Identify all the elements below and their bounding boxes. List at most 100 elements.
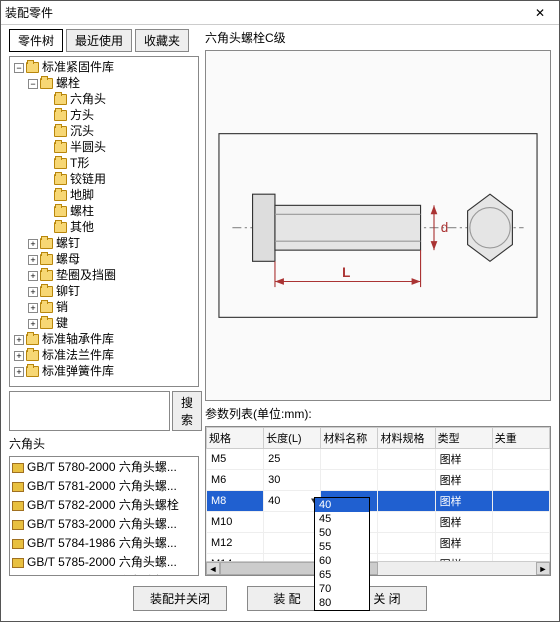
tree-node[interactable]: 键 [56,316,68,330]
tree-node[interactable]: 方头 [70,108,94,122]
tree-node[interactable]: 标准弹簧件库 [42,364,114,378]
params-table-container: 规格长度(L)材料名称材料规格类型关重 M525图样M630图样M840图样M1… [205,426,551,576]
column-header[interactable]: 长度(L) [264,428,321,449]
tree-node[interactable]: 螺钉 [56,236,80,250]
tree-node[interactable]: 垫圈及挡圈 [56,268,116,282]
expand-icon[interactable]: + [28,271,38,281]
bolt-diagram: d L [210,55,546,396]
tree-node[interactable]: 六角头 [70,92,106,106]
bolt-icon [12,463,24,473]
folder-icon [26,350,39,361]
search-button[interactable]: 搜索 [172,391,202,431]
params-title: 参数列表(单位:mm): [205,405,551,422]
preview-title: 六角头螺栓C级 [205,29,551,46]
folder-icon [26,366,39,377]
column-header[interactable]: 类型 [435,428,492,449]
folder-icon [54,110,67,121]
dropdown-option[interactable]: 65 [315,568,369,582]
standards-list[interactable]: GB/T 5780-2000 六角头螺...GB/T 5781-2000 六角头… [9,456,199,576]
expand-icon[interactable]: + [14,351,24,361]
tree-node[interactable]: 半圆头 [70,140,106,154]
dropdown-option[interactable]: 50 [315,526,369,540]
button-bar: 装配并关闭 装 配 关 闭 [9,580,551,617]
tree-node[interactable]: 销 [56,300,68,314]
tab-recent[interactable]: 最近使用 [66,29,132,52]
table-row[interactable]: M630图样 [207,470,550,491]
folder-icon [54,94,67,105]
folder-icon [54,206,67,217]
list-item[interactable]: GB/T 5784-1986 六角头螺... [10,533,198,552]
svg-text:d: d [441,220,448,235]
table-row[interactable]: M10图样 [207,512,550,533]
table-row[interactable]: M525图样 [207,449,550,470]
folder-icon [40,318,53,329]
list-item[interactable]: GB/T 5785-2000 六角头螺... [10,552,198,571]
expand-icon[interactable]: + [28,303,38,313]
list-item[interactable]: GB/T 5786-2000 六角头螺... [10,571,198,576]
table-row[interactable]: M840图样 [207,491,550,512]
tree-node[interactable]: 其他 [70,220,94,234]
dropdown-option[interactable]: 55 [315,540,369,554]
tree-node[interactable]: 螺柱 [70,204,94,218]
dialog-window: 装配零件 ✕ 零件树 最近使用 收藏夹 −标准紧固件库 −螺栓 六角头方头沉头半… [0,0,560,622]
dropdown-option[interactable]: 70 [315,582,369,596]
folder-icon [40,286,53,297]
column-header[interactable]: 关重 [492,428,549,449]
folder-icon [54,222,67,233]
tree-node[interactable]: 标准法兰件库 [42,348,114,362]
column-header[interactable]: 规格 [207,428,264,449]
tree-node[interactable]: 标准轴承件库 [42,332,114,346]
tree-node[interactable]: 螺栓 [56,76,80,90]
close-icon[interactable]: ✕ [525,6,555,20]
tree-view[interactable]: −标准紧固件库 −螺栓 六角头方头沉头半圆头T形铰链用地脚螺柱其他 +螺钉+螺母… [9,56,199,387]
expand-icon[interactable]: − [28,79,38,89]
search-input[interactable] [9,391,170,431]
bolt-icon [12,558,24,568]
tree-node[interactable]: 铰链用 [70,172,106,186]
expand-icon[interactable]: + [28,287,38,297]
tree-node[interactable]: 沉头 [70,124,94,138]
expand-icon[interactable]: + [28,239,38,249]
scroll-right-icon[interactable]: ► [536,562,550,575]
folder-icon [26,62,39,73]
column-header[interactable]: 材料规格 [378,428,435,449]
dropdown-option[interactable]: 60 [315,554,369,568]
tab-tree[interactable]: 零件树 [9,29,63,52]
tree-node[interactable]: T形 [70,156,89,170]
bolt-icon [12,482,24,492]
list-item[interactable]: GB/T 5783-2000 六角头螺... [10,514,198,533]
length-dropdown[interactable]: 4045505560657080 [314,497,370,611]
tree-node[interactable]: 铆钉 [56,284,80,298]
params-table[interactable]: 规格长度(L)材料名称材料规格类型关重 M525图样M630图样M840图样M1… [206,427,550,575]
tree-node[interactable]: 螺母 [56,252,80,266]
window-title: 装配零件 [5,4,525,21]
folder-icon [40,238,53,249]
scroll-left-icon[interactable]: ◄ [206,562,220,575]
list-item[interactable]: GB/T 5780-2000 六角头螺... [10,457,198,476]
folder-icon [54,158,67,169]
assemble-close-button[interactable]: 装配并关闭 [133,586,227,611]
dropdown-option[interactable]: 40 [315,498,369,512]
bolt-icon [12,501,24,511]
tab-bar: 零件树 最近使用 收藏夹 [9,29,199,52]
tab-fav[interactable]: 收藏夹 [135,29,189,52]
dropdown-option[interactable]: 80 [315,596,369,610]
expand-icon[interactable]: − [14,63,24,73]
list-item[interactable]: GB/T 5782-2000 六角头螺栓 [10,495,198,514]
folder-icon [54,190,67,201]
preview-pane: d L [205,50,551,401]
expand-icon[interactable]: + [14,367,24,377]
horizontal-scrollbar[interactable]: ◄ ► [206,561,550,575]
expand-icon[interactable]: + [14,335,24,345]
tree-node[interactable]: 标准紧固件库 [42,60,114,74]
folder-icon [54,126,67,137]
table-row[interactable]: M12图样 [207,533,550,554]
tree-node[interactable]: 地脚 [70,188,94,202]
expand-icon[interactable]: + [28,255,38,265]
folder-icon [40,78,53,89]
column-header[interactable]: 材料名称 [321,428,378,449]
dropdown-option[interactable]: 45 [315,512,369,526]
expand-icon[interactable]: + [28,319,38,329]
list-item[interactable]: GB/T 5781-2000 六角头螺... [10,476,198,495]
folder-icon [54,174,67,185]
